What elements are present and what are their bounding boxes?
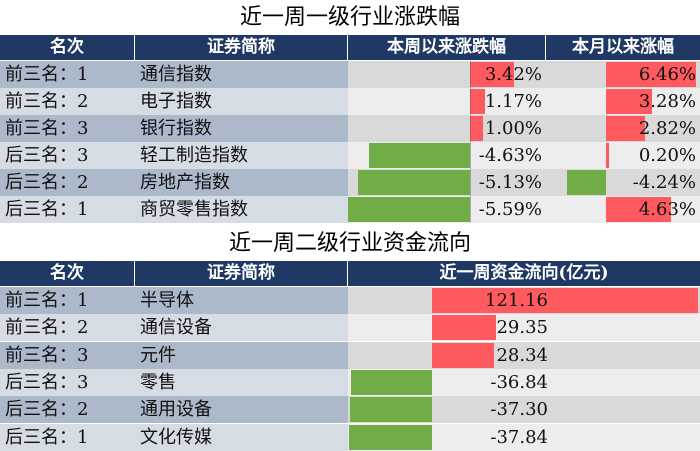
table1-name-cell: 电子指数: [135, 88, 348, 115]
table1-month-bar: [606, 116, 646, 141]
table1-header-name: 证券简称: [135, 35, 348, 60]
table1-month-value: -4.24%: [632, 172, 696, 193]
table2-flow-value: 121.16: [485, 290, 548, 311]
table2-flow-cell: [348, 342, 700, 369]
table2-header-name: 证券简称: [135, 261, 348, 286]
table1-month-bar: [606, 197, 671, 222]
table2-name-cell: 通信设备: [135, 314, 348, 341]
table2-name-cell: 半导体: [135, 287, 348, 314]
table1-week-value: 1.00%: [484, 118, 542, 139]
table1-header-week: 本周以来涨跌幅: [348, 35, 546, 60]
table2-flow-value: -37.30: [490, 399, 548, 420]
table2-flow-value: -37.84: [490, 427, 548, 448]
table1-rank-cell: 前三名：1: [0, 61, 135, 88]
table1-week-value: -5.59%: [478, 199, 542, 220]
table2-flow-bar: [432, 343, 495, 368]
table1-month-bar: [566, 170, 606, 195]
table1-month-value: 2.82%: [638, 118, 696, 139]
table1-week-cell: [348, 115, 546, 142]
table1-week-bar: [470, 116, 483, 141]
table2-rank-cell: 后三名：2: [0, 396, 135, 423]
table2-rank-cell: 后三名：1: [0, 424, 135, 451]
table1-week-cell: [348, 88, 546, 115]
table1-name-cell: 轻工制造指数: [135, 142, 348, 169]
table2-rank-cell: 后三名：3: [0, 369, 135, 396]
table1-week-value: -5.13%: [478, 172, 542, 193]
table2-name-cell: 元件: [135, 342, 348, 369]
table1-week-bar: [358, 170, 470, 195]
table2-flow-bar: [432, 315, 497, 340]
table2-name-cell: 文化传媒: [135, 424, 348, 451]
table1-month-value: 0.20%: [638, 145, 696, 166]
table1-week-bar: [348, 197, 470, 222]
table2-flow-value: 29.35: [496, 317, 548, 338]
table2-name-cell: 零售: [135, 369, 348, 396]
table2-flow-cell: [348, 314, 700, 341]
table1-month-value: 3.28%: [638, 91, 696, 112]
table2-rank-cell: 前三名：1: [0, 287, 135, 314]
table1-rank-cell: 前三名：3: [0, 115, 135, 142]
table2-flow-value: -36.84: [490, 372, 548, 393]
table1-month-value: 6.46%: [638, 64, 696, 85]
table1-name-cell: 房地产指数: [135, 169, 348, 196]
table1-name-cell: 商贸零售指数: [135, 196, 348, 223]
table1-month-cell: [546, 142, 700, 169]
table1-week-value: -4.63%: [478, 145, 542, 166]
table1-week-value: 1.17%: [484, 91, 542, 112]
table2-flow-bar: [348, 425, 432, 450]
table1-header-month: 本月以来涨幅: [546, 35, 700, 60]
table1-month-bar: [606, 89, 652, 114]
table1-rank-cell: 后三名：1: [0, 196, 135, 223]
table2-title: 近一周二级行业资金流向: [228, 231, 471, 256]
table1-month-value: 4.63%: [638, 199, 696, 220]
table1-week-bar: [368, 143, 470, 168]
table2-header-rank: 名次: [0, 261, 135, 286]
table2-flow-bar: [351, 370, 432, 395]
table1-rank-cell: 后三名：3: [0, 142, 135, 169]
table2-name-cell: 通用设备: [135, 396, 348, 423]
table2-flow-bar: [350, 397, 432, 422]
table2-rank-cell: 前三名：2: [0, 314, 135, 341]
table1-week-bar: [470, 89, 486, 114]
table1-rank-cell: 后三名：2: [0, 169, 135, 196]
table1-month-bar: [606, 62, 696, 87]
table2-header-flow: 近一周资金流向(亿元): [348, 261, 700, 286]
table1-title: 近一周一级行业涨跌幅: [239, 5, 460, 30]
table2-flow-bar: [432, 288, 698, 313]
table2-rank-cell: 前三名：3: [0, 342, 135, 369]
table1-name-cell: 通信指数: [135, 61, 348, 88]
table1-week-bar: [470, 62, 515, 87]
table2-flow-value: 28.34: [496, 345, 548, 366]
table1-rank-cell: 前三名：2: [0, 88, 135, 115]
table1-month-bar: [606, 143, 609, 168]
table1-week-value: 3.42%: [484, 64, 542, 85]
table1-week-zero-line: [470, 61, 471, 223]
table1-name-cell: 银行指数: [135, 115, 348, 142]
table1-header-rank: 名次: [0, 35, 135, 60]
